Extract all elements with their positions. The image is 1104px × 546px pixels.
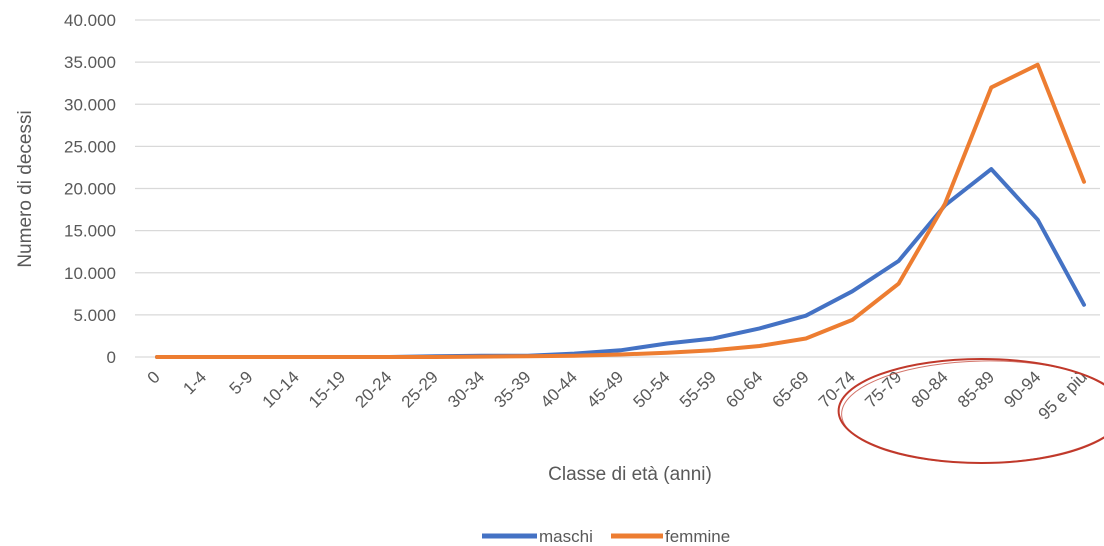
x-tick-label: 90-94 [1000,367,1044,411]
x-axis-ticks: 0 1-4 5-9 10-14 15-19 20-24 25-29 30-34 35-39 40-… [144,367,1091,423]
x-tick-label: 25-29 [398,367,442,411]
x-tick-label: 65-69 [769,367,813,411]
series-line-femmine [155,62,1086,359]
y-tick-label: 40.000 [64,11,116,30]
highlight-annotation [837,358,1104,464]
y-tick-label: 30.000 [64,95,116,114]
x-tick-label: 15-19 [305,367,349,411]
annotation-ellipse-stroke [841,360,1104,464]
x-axis-title: Classe di età (anni) [548,464,712,485]
y-tick-label: 0 [107,348,116,367]
x-tick-label: 5-9 [226,367,257,398]
y-tick-label: 10.000 [64,264,116,283]
x-tick-label: 20-24 [351,367,395,411]
x-tick-label: 60-64 [722,367,766,411]
legend-label-femmine: femmine [665,527,730,546]
y-tick-label: 25.000 [64,137,116,156]
y-tick-label: 15.000 [64,222,116,241]
x-tick-label: 95 e più [1035,367,1091,423]
x-tick-label: 55-59 [676,367,720,411]
gridlines [135,19,1100,358]
x-tick-label: 10-14 [259,367,303,411]
legend-label-maschi: maschi [539,527,593,546]
x-tick-label: 80-84 [908,367,952,411]
y-tick-label: 35.000 [64,53,116,72]
y-tick-label: 5.000 [73,306,116,325]
legend: maschi femmine [482,527,730,546]
x-tick-label: 45-49 [583,367,627,411]
series-lines [155,62,1086,359]
y-axis-title: Numero di decessi [15,110,36,267]
x-tick-label: 50-54 [629,367,673,411]
y-tick-label: 20.000 [64,180,116,199]
series-line-maschi [155,167,1086,359]
x-tick-label: 40-44 [537,367,581,411]
x-tick-label: 35-39 [490,367,534,411]
x-tick-label: 85-89 [954,367,998,411]
x-tick-label: 30-34 [444,367,488,411]
x-tick-label: 0 [144,367,164,387]
y-axis-ticks: 0 5.000 10.000 15.000 20.000 25.000 30.000 35.0… [64,11,116,367]
x-tick-label: 1-4 [179,367,210,398]
